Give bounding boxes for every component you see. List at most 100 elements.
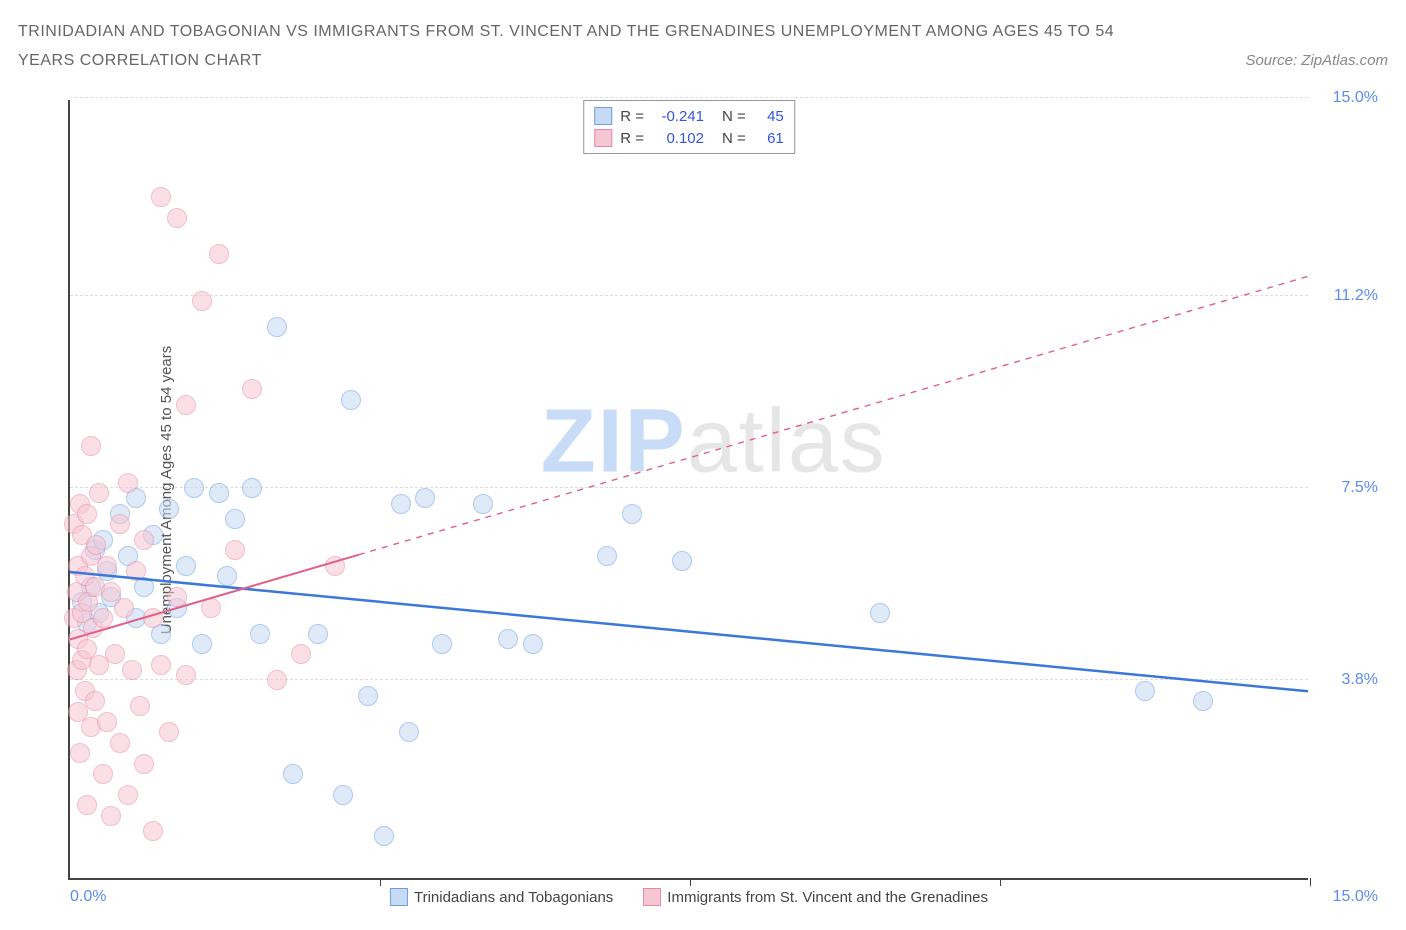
gridline xyxy=(70,97,1308,98)
n-label-blue: N = xyxy=(722,108,746,125)
data-point-blue xyxy=(333,785,353,805)
data-point-blue xyxy=(672,551,692,571)
data-point-pink xyxy=(134,754,154,774)
data-point-pink xyxy=(89,483,109,503)
data-point-pink xyxy=(167,208,187,228)
gridline xyxy=(70,295,1308,296)
data-point-pink xyxy=(97,556,117,576)
data-point-blue xyxy=(374,826,394,846)
data-point-blue xyxy=(622,504,642,524)
data-point-pink xyxy=(93,764,113,784)
n-value-blue: 45 xyxy=(754,108,784,125)
data-point-pink xyxy=(122,660,142,680)
data-point-pink xyxy=(143,608,163,628)
data-point-pink xyxy=(143,821,163,841)
x-tick xyxy=(1310,878,1311,886)
r-label-pink: R = xyxy=(620,130,644,147)
y-tick-label: 11.2% xyxy=(1318,287,1378,305)
r-value-pink: 0.102 xyxy=(652,130,704,147)
stats-row-blue: R = -0.241 N = 45 xyxy=(594,105,784,127)
stats-swatch-pink xyxy=(594,129,612,147)
legend-swatch-pink xyxy=(643,888,661,906)
y-tick-label: 3.8% xyxy=(1318,671,1378,689)
chart-area: Unemployment Among Ages 45 to 54 years Z… xyxy=(60,100,1380,880)
data-point-pink xyxy=(225,540,245,560)
n-label-pink: N = xyxy=(722,130,746,147)
data-point-pink xyxy=(192,291,212,311)
data-point-pink xyxy=(110,514,130,534)
x-tick xyxy=(1000,878,1001,886)
data-point-pink xyxy=(126,561,146,581)
scatter-plot: ZIPatlas R = -0.241 N = 45 R = 0.102 N =… xyxy=(68,100,1308,880)
legend-item-pink: Immigrants from St. Vincent and the Gren… xyxy=(643,888,988,906)
data-point-blue xyxy=(597,546,617,566)
data-point-blue xyxy=(391,494,411,514)
data-point-blue xyxy=(176,556,196,576)
x-tick xyxy=(380,878,381,886)
r-label-blue: R = xyxy=(620,108,644,125)
data-point-pink xyxy=(105,644,125,664)
chart-title: TRINIDADIAN AND TOBAGONIAN VS IMMIGRANTS… xyxy=(18,18,1118,76)
y-tick-label: 15.0% xyxy=(1318,89,1378,107)
data-point-pink xyxy=(209,244,229,264)
r-value-blue: -0.241 xyxy=(652,108,704,125)
data-point-blue xyxy=(341,390,361,410)
data-point-pink xyxy=(77,504,97,524)
data-point-blue xyxy=(1135,681,1155,701)
data-point-pink xyxy=(176,395,196,415)
data-point-blue xyxy=(432,634,452,654)
data-point-pink xyxy=(242,379,262,399)
data-point-pink xyxy=(176,665,196,685)
data-point-blue xyxy=(267,317,287,337)
watermark-atlas: atlas xyxy=(687,392,887,492)
data-point-blue xyxy=(473,494,493,514)
data-point-blue xyxy=(523,634,543,654)
stats-swatch-blue xyxy=(594,107,612,125)
watermark-zip: ZIP xyxy=(541,392,687,492)
data-point-pink xyxy=(151,655,171,675)
data-point-blue xyxy=(399,722,419,742)
stats-row-pink: R = 0.102 N = 61 xyxy=(594,127,784,149)
data-point-pink xyxy=(101,806,121,826)
source-attribution: Source: ZipAtlas.com xyxy=(1245,52,1388,69)
y-tick-label: 7.5% xyxy=(1318,479,1378,497)
stats-legend: R = -0.241 N = 45 R = 0.102 N = 61 xyxy=(583,100,795,154)
data-point-blue xyxy=(870,603,890,623)
data-point-blue xyxy=(1193,691,1213,711)
data-point-blue xyxy=(308,624,328,644)
data-point-blue xyxy=(225,509,245,529)
data-point-pink xyxy=(118,473,138,493)
data-point-blue xyxy=(192,634,212,654)
legend-label-pink: Immigrants from St. Vincent and the Gren… xyxy=(667,889,988,906)
data-point-blue xyxy=(184,478,204,498)
data-point-pink xyxy=(118,785,138,805)
data-point-blue xyxy=(159,499,179,519)
n-value-pink: 61 xyxy=(754,130,784,147)
data-point-pink xyxy=(291,644,311,664)
data-point-pink xyxy=(114,598,134,618)
legend-item-blue: Trinidadians and Tobagonians xyxy=(390,888,613,906)
data-point-blue xyxy=(415,488,435,508)
data-point-blue xyxy=(217,566,237,586)
data-point-blue xyxy=(283,764,303,784)
series-legend: Trinidadians and Tobagonians Immigrants … xyxy=(390,888,988,906)
x-tick xyxy=(690,878,691,886)
legend-label-blue: Trinidadians and Tobagonians xyxy=(414,889,613,906)
data-point-pink xyxy=(134,530,154,550)
data-point-pink xyxy=(167,587,187,607)
data-point-blue xyxy=(250,624,270,644)
data-point-pink xyxy=(159,722,179,742)
gridline xyxy=(70,679,1308,680)
legend-swatch-blue xyxy=(390,888,408,906)
data-point-pink xyxy=(86,535,106,555)
watermark: ZIPatlas xyxy=(541,391,887,494)
chart-header: TRINIDADIAN AND TOBAGONIAN VS IMMIGRANTS… xyxy=(18,18,1388,76)
data-point-pink xyxy=(110,733,130,753)
data-point-pink xyxy=(93,608,113,628)
data-point-blue xyxy=(358,686,378,706)
x-tick-left: 0.0% xyxy=(70,888,106,906)
data-point-pink xyxy=(81,436,101,456)
data-point-pink xyxy=(77,795,97,815)
data-point-blue xyxy=(498,629,518,649)
x-tick-right: 15.0% xyxy=(1333,888,1378,906)
